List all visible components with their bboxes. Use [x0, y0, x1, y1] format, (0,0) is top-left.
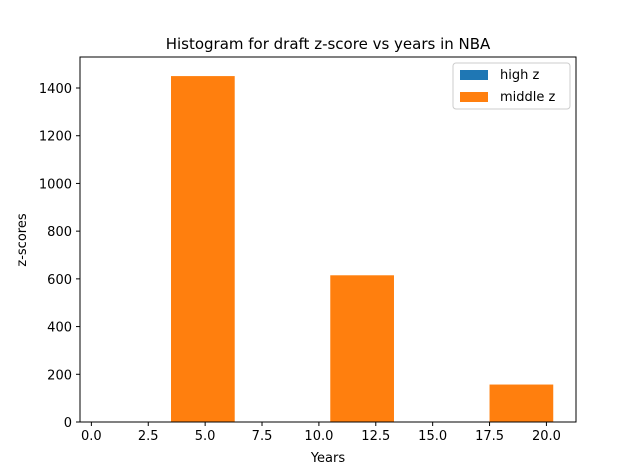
y-axis-ticks: 0 200 400 600 800 1000 1200 1400: [39, 82, 80, 431]
plot-area: 0.0 2.5 5.0 7.5 10.0 12.5 15.0 17.5 20.0 0 200 400…: [39, 56, 577, 444]
x-tick-label: 17.5: [475, 429, 504, 444]
y-tick-label: 1200: [39, 130, 72, 145]
legend-label-high-z: high z: [500, 68, 539, 83]
chart-title: Histogram for draft z-score vs years in …: [166, 35, 491, 53]
legend-swatch-middle-z: [460, 92, 488, 102]
bars-layer: [171, 76, 554, 423]
x-tick-label: 7.5: [252, 429, 273, 444]
y-tick-label: 400: [47, 321, 72, 336]
x-tick-label: 20.0: [532, 429, 561, 444]
x-tick-label: 5.0: [195, 429, 216, 444]
x-tick-label: 12.5: [361, 429, 390, 444]
x-tick-label: 15.0: [418, 429, 447, 444]
bar-middle-z-1: [330, 275, 394, 422]
legend-label-middle-z: middle z: [500, 90, 556, 105]
x-axis-ticks: 0.0 2.5 5.0 7.5 10.0 12.5 15.0 17.5 20.0: [81, 422, 561, 444]
x-tick-label: 0.0: [81, 429, 102, 444]
x-axis-label: Years: [310, 451, 346, 466]
y-tick-label: 1000: [39, 177, 72, 192]
y-tick-label: 200: [47, 368, 72, 383]
bar-middle-z-0: [171, 76, 235, 423]
y-tick-label: 600: [47, 273, 72, 288]
axes-frame: [79, 56, 577, 423]
y-tick-label: 0: [64, 416, 72, 431]
legend-swatch-high-z: [460, 70, 488, 80]
y-tick-label: 800: [47, 225, 72, 240]
legend: high z middle z: [452, 62, 571, 110]
y-tick-label: 1400: [39, 82, 72, 97]
x-tick-label: 2.5: [138, 429, 159, 444]
bar-middle-z-2: [489, 384, 554, 422]
y-axis-label: z-scores: [15, 213, 30, 266]
x-tick-label: 10.0: [304, 429, 333, 444]
